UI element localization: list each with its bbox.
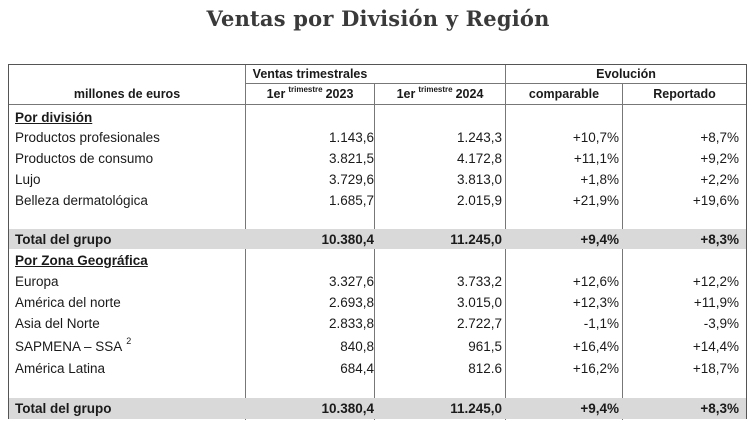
row-label: Productos profesionales (15, 130, 160, 145)
value-reportado: +19,6% (692, 193, 739, 208)
header-col-2024: 1er trimestre 2024 (375, 84, 505, 104)
section-heading-region: Por Zona Geográfica (9, 250, 746, 271)
value-comparable: +11,1% (573, 151, 619, 166)
value-reportado: +8,3% (700, 401, 739, 416)
value-comparable: +9,4% (580, 231, 619, 247)
table-row: América Latina 684,4 812.6 +16,2% +18,7% (9, 358, 746, 379)
header-divider (245, 83, 746, 84)
value-comparable: +12,6% (572, 274, 619, 289)
value-2023: 840,8 (340, 338, 374, 354)
row-label: Lujo (15, 172, 41, 187)
value-2024: 11.245,0 (450, 401, 502, 416)
value-2023: 1.685,7 (328, 193, 374, 208)
value-reportado: +11,9% (693, 295, 739, 310)
value-reportado: +8,7% (700, 130, 739, 145)
header-col-reportado: Reportado (653, 87, 716, 101)
value-2023: 10.380,4 (321, 401, 374, 416)
column-divider (622, 83, 623, 420)
header-col-2023-prefix: 1er (266, 87, 286, 101)
value-2024: 4.172,8 (456, 151, 502, 166)
row-label-with-note: SAPMENA – SSA 2 (15, 335, 245, 357)
row-label: Total del grupo (15, 401, 112, 416)
table-row: Europa 3.327,6 3.733,2 +12,6% +12,2% (9, 271, 746, 292)
value-2024: 812.6 (468, 361, 502, 376)
table-row: Lujo 3.729,6 3.813,0 +1,8% +2,2% (9, 169, 746, 190)
value-2024: 11.245,0 (450, 231, 502, 247)
value-reportado: +9,2% (700, 151, 739, 166)
footnote-marker: 2 (126, 336, 132, 346)
total-row-region: Total del grupo 10.380,4 11.245,0 +9,4% … (9, 398, 746, 419)
header-group-sales: Ventas trimestrales (252, 67, 368, 81)
sales-table: Ventas trimestrales Evolución millones d… (8, 64, 747, 420)
header-row-groups: Ventas trimestrales Evolución (9, 65, 746, 83)
table-row: Belleza dermatológica 1.685,7 2.015,9 +2… (9, 190, 746, 211)
row-label: América del norte (15, 295, 121, 310)
value-comparable: +12,3% (572, 295, 619, 310)
value-comparable: +21,9% (572, 193, 619, 208)
value-2023: 3.327,6 (328, 274, 374, 289)
value-comparable: +9,4% (580, 401, 619, 416)
value-2024: 3.733,2 (456, 274, 502, 289)
value-comparable: +1,8% (580, 172, 619, 187)
total-row-division: Total del grupo 10.380,4 11.245,0 +9,4% … (9, 229, 746, 249)
table-row: SAPMENA – SSA 2 840,8 961,5 +16,4% +14,4… (9, 335, 746, 357)
value-comparable: +16,4% (572, 338, 619, 354)
table-row: América del norte 2.693,8 3.015,0 +12,3%… (9, 292, 746, 313)
row-label: Total del grupo (15, 231, 112, 247)
header-col-2024-prefix: 1er (396, 87, 416, 101)
header-col-2023: 1er trimestre 2023 (246, 84, 374, 104)
value-2023: 10.380,4 (321, 231, 374, 247)
table-row: Asia del Norte 2.833,8 2.722,7 -1,1% -3,… (9, 313, 746, 334)
value-2024: 961,5 (468, 338, 502, 354)
row-label: Asia del Norte (15, 316, 100, 331)
table-row: Productos de consumo 3.821,5 4.172,8 +11… (9, 148, 746, 169)
value-2023: 684,4 (340, 361, 374, 376)
section-title: Por Zona Geográfica (15, 253, 148, 268)
value-reportado: -3,9% (703, 316, 739, 331)
value-comparable: -1,1% (583, 316, 619, 331)
value-comparable: +16,2% (572, 361, 619, 376)
table-row: Productos profesionales 1.143,6 1.243,3 … (9, 127, 746, 148)
header-col-2024-sup: trimestre (418, 84, 453, 94)
header-col-comparable: comparable (528, 87, 600, 101)
value-reportado: +12,2% (692, 274, 739, 289)
header-group-evolution: Evolución (596, 67, 656, 81)
value-2024: 3.813,0 (456, 172, 502, 187)
header-divider (9, 104, 746, 105)
value-2024: 2.015,9 (456, 193, 502, 208)
header-col-2023-sup: trimestre (288, 84, 323, 94)
value-comparable: +10,7% (572, 130, 619, 145)
header-col-2023-year: 2023 (325, 87, 354, 101)
value-reportado: +2,2% (700, 172, 739, 187)
value-reportado: +18,7% (692, 361, 739, 376)
value-2023: 1.143,6 (328, 130, 374, 145)
row-label: SAPMENA – SSA (15, 338, 123, 354)
value-2023: 3.821,5 (328, 151, 374, 166)
row-label: Productos de consumo (15, 151, 154, 166)
section-title: Por división (15, 110, 93, 125)
value-reportado: +14,4% (692, 338, 739, 354)
page-title: Ventas por División y Región (206, 6, 550, 31)
value-2023: 2.693,8 (328, 295, 374, 310)
value-2023: 2.833,8 (328, 316, 374, 331)
section-heading-division: Por división (9, 107, 746, 128)
row-label: América Latina (15, 361, 106, 376)
value-reportado: +8,3% (700, 231, 739, 247)
header-units: millones de euros (73, 87, 181, 101)
header-row-columns: millones de euros 1er trimestre 2023 1er… (9, 84, 746, 104)
value-2024: 1.243,3 (456, 130, 502, 145)
value-2024: 3.015,0 (456, 295, 502, 310)
header-col-2024-year: 2024 (455, 87, 484, 101)
column-divider (374, 83, 375, 420)
value-2023: 3.729,6 (328, 172, 374, 187)
value-2024: 2.722,7 (456, 316, 502, 331)
row-label: Belleza dermatológica (15, 193, 148, 208)
row-label: Europa (15, 274, 59, 289)
